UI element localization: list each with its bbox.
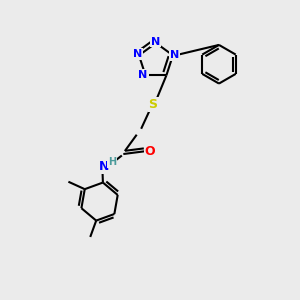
Text: O: O (145, 145, 155, 158)
Text: H: H (108, 157, 116, 167)
Text: N: N (151, 37, 160, 46)
Text: N: N (139, 70, 148, 80)
Text: N: N (133, 49, 142, 59)
Text: N: N (99, 160, 109, 173)
Text: S: S (148, 98, 158, 112)
Text: N: N (170, 50, 179, 60)
